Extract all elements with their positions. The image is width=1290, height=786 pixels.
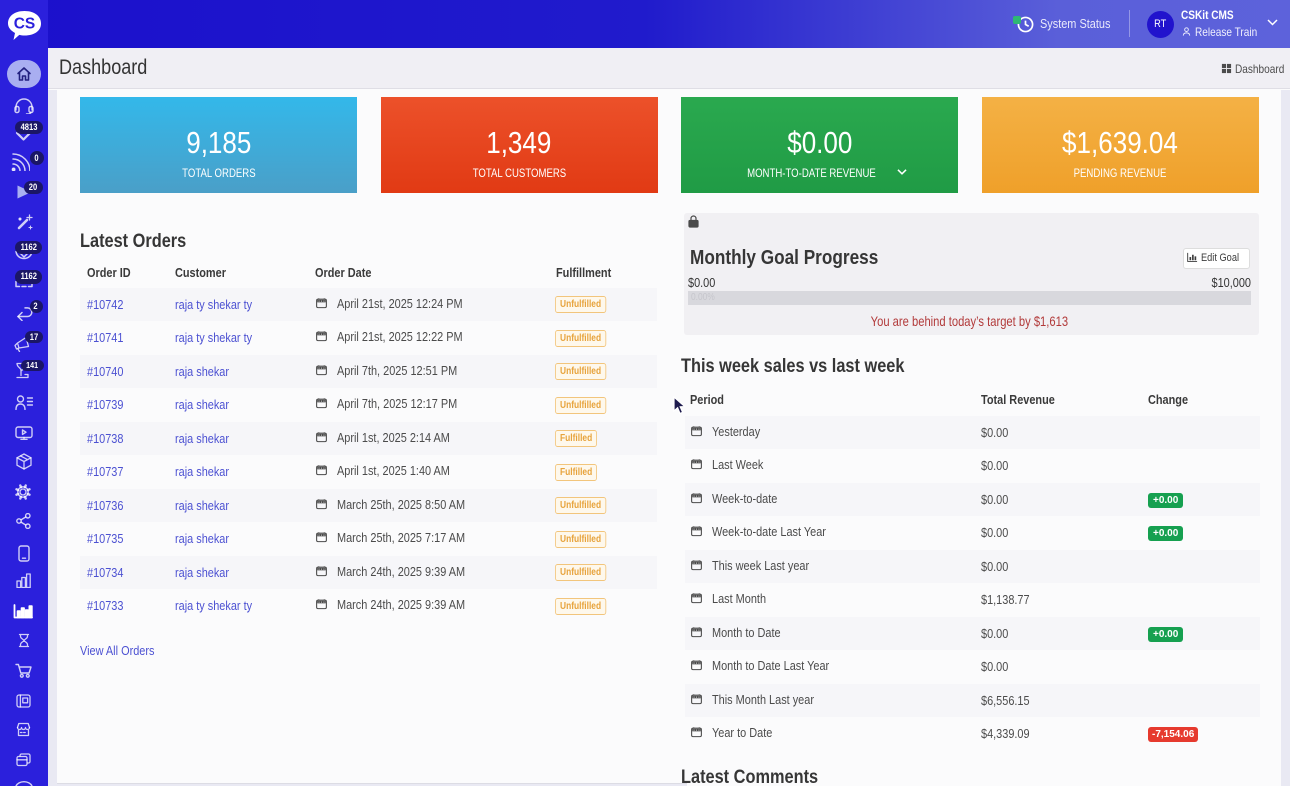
svg-text:CS: CS	[14, 16, 36, 33]
